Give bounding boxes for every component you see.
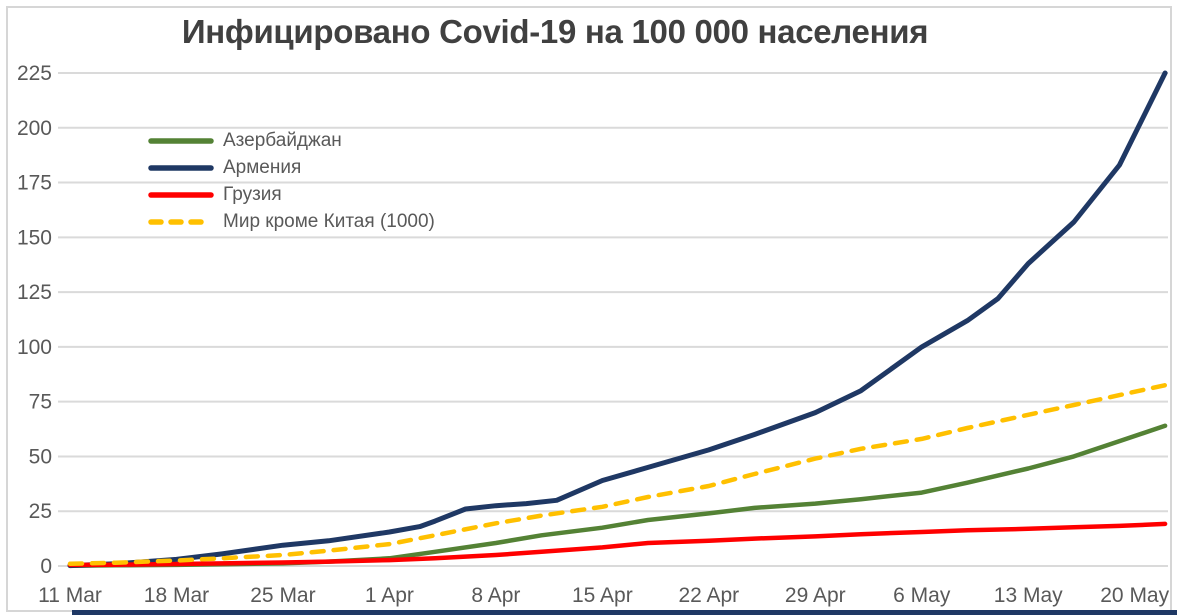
legend-item-world-ex-china: Мир кроме Китая (1000) [148,208,435,235]
x-tick-label: 13 May [994,584,1063,607]
y-tick-label: 200 [17,117,52,140]
x-tick-label: 18 Mar [144,584,209,607]
x-tick-label: 22 Apr [678,584,739,607]
y-tick-label: 125 [17,281,52,304]
legend-swatch-georgia [148,191,214,198]
y-tick-label: 50 [29,445,52,468]
x-tick-label: 15 Apr [572,584,633,607]
y-tick-label: 175 [17,172,52,195]
x-tick-label: 20 May [1100,584,1169,607]
x-tick-label: 29 Apr [785,584,846,607]
legend-label-georgia: Грузия [223,183,282,205]
legend-swatch-azerbaijan [148,137,214,144]
series-line-armenia [67,70,1168,569]
legend-swatch-world-ex-china [148,218,214,225]
legend-swatch-armenia [148,164,214,171]
legend-item-georgia: Грузия [148,181,435,208]
bottom-blue-bar [72,610,1177,615]
x-tick-label: 8 Apr [471,584,520,607]
series-line-georgia [67,521,1168,568]
x-tick-label: 1 Apr [365,584,414,607]
x-tick-label: 6 May [893,584,951,607]
y-tick-label: 0 [40,555,52,578]
legend-label-armenia: Армения [223,156,302,178]
x-tick-label: 25 Mar [250,584,315,607]
legend-label-azerbaijan: Азербайджан [223,129,342,151]
x-tick-label: 11 Mar [38,584,102,607]
legend-item-armenia: Армения [148,154,435,181]
y-tick-label: 150 [17,226,52,249]
chart-title: Инфицировано Covid-19 на 100 000 населен… [181,13,929,50]
y-tick-label: 75 [29,391,52,414]
y-tick-label: 100 [17,336,52,359]
series-line-world-ex-china [67,382,1168,567]
legend-label-world-ex-china: Мир кроме Китая (1000) [223,210,435,232]
legend-item-azerbaijan: Азербайджан [148,127,435,154]
legend: Азербайджан Армения Грузия Мир кроме Китая … [148,127,435,235]
y-tick-label: 25 [29,500,52,523]
y-tick-label: 225 [17,62,52,85]
